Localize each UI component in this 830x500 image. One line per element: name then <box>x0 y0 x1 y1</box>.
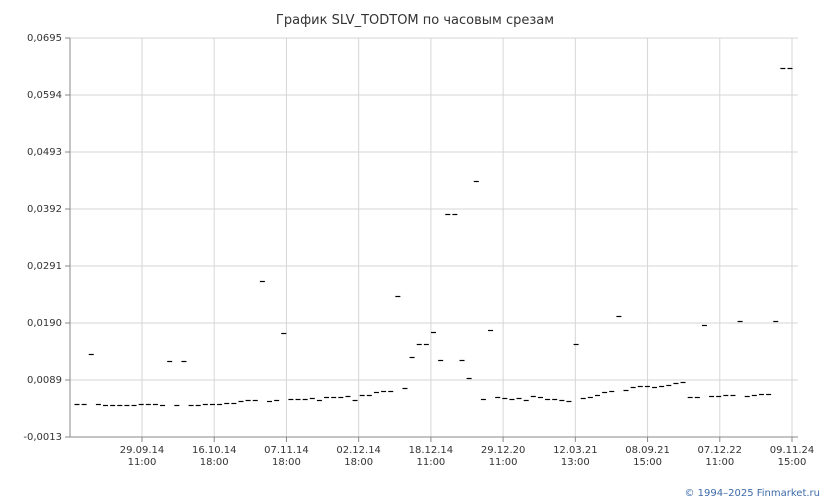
y-tick-label: 0,0392 <box>27 204 62 215</box>
x-tick-label-date: 07.12.22 <box>698 445 743 456</box>
y-tick-label: 0,0493 <box>27 147 62 158</box>
x-tick-label-time: 11:00 <box>705 457 734 468</box>
x-tick-label-time: 15:00 <box>633 457 662 468</box>
x-tick-label-date: 18.12.14 <box>409 445 454 456</box>
x-tick-label-time: 15:00 <box>778 457 807 468</box>
grid-lines <box>70 37 798 438</box>
x-tick-label-time: 11:00 <box>128 457 157 468</box>
y-tick-label: 0,0190 <box>27 318 62 329</box>
copyright-link[interactable]: © 1994–2025 Finmarket.ru <box>684 488 820 499</box>
x-tick-label-time: 11:00 <box>416 457 445 468</box>
data-series <box>74 67 793 407</box>
x-tick-label-date: 16.10.14 <box>192 445 237 456</box>
x-tick-label-date: 29.09.14 <box>120 445 165 456</box>
x-axis-tick-labels: 29.09.1411:0016.10.1418:0007.11.1418:000… <box>120 445 815 468</box>
x-tick-label-date: 29.12.20 <box>481 445 526 456</box>
x-tick-label-date: 12.03.21 <box>553 445 598 456</box>
x-tick-label-time: 11:00 <box>489 457 518 468</box>
chart-title: График SLV_TODTOM по часовым срезам <box>276 13 554 28</box>
y-tick-label: 0,0695 <box>27 33 62 44</box>
y-tick-label: -0,0013 <box>23 432 62 443</box>
x-tick-label-time: 18:00 <box>344 457 373 468</box>
y-tick-label: 0,0594 <box>27 90 62 101</box>
x-tick-label-date: 09.11.24 <box>770 445 815 456</box>
x-tick-label-date: 07.11.14 <box>264 445 309 456</box>
x-tick-label-date: 02.12.14 <box>336 445 381 456</box>
x-tick-label-time: 13:00 <box>561 457 590 468</box>
y-tick-label: 0,0291 <box>27 261 62 272</box>
y-tick-label: 0,0089 <box>27 375 62 386</box>
y-axis-tick-labels: 0,0695 0,0594 0,0493 0,0392 0,0291 0,0190 0,00… <box>23 33 62 443</box>
axes <box>65 37 798 442</box>
x-tick-label-time: 18:00 <box>200 457 229 468</box>
x-tick-label-time: 18:00 <box>272 457 301 468</box>
x-tick-label-date: 08.09.21 <box>625 445 670 456</box>
